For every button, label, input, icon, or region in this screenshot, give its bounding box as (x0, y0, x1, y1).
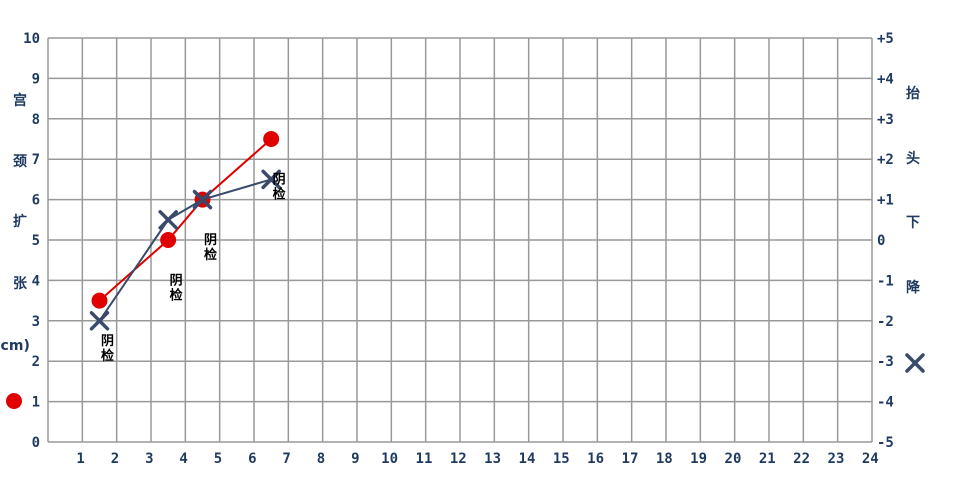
annotation-char: 检 (204, 247, 217, 263)
annotation-char: 检 (101, 348, 114, 364)
dilation-point (91, 292, 108, 309)
descent-point (192, 189, 213, 210)
y-right-tick-label: 0 (877, 233, 885, 249)
marker-stroke (192, 189, 213, 210)
x-tick-label: 6 (248, 451, 256, 467)
y-right-tick-label: +5 (877, 31, 894, 47)
legend-descent-marker (905, 353, 925, 373)
right-axis-ticks: -5 -4 -3 -2 -1 0 +1 +2 +3 +4 +5 (877, 31, 894, 451)
y-right-tick-label: +1 (877, 193, 894, 209)
left-axis-ticks: 0 1 2 3 4 5 6 7 8 9 10 (23, 31, 40, 451)
y-left-tick-label: 3 (32, 314, 40, 330)
y-right-tick-label: -5 (877, 435, 894, 451)
x-tick-label: 23 (828, 451, 845, 467)
x-tick-label: 13 (484, 451, 501, 467)
x-tick-label: 7 (282, 451, 290, 467)
grid (47, 37, 873, 443)
x-tick-label: 9 (351, 451, 359, 467)
x-tick-label: 20 (725, 451, 742, 467)
marker-stroke (158, 210, 178, 230)
descent-point (89, 311, 110, 331)
x-tick-label: 11 (416, 451, 433, 467)
dilation-point (160, 232, 177, 248)
legend-dilation-marker (6, 393, 22, 409)
annotation: 阴检 (170, 273, 183, 303)
x-tick-label: 15 (553, 451, 570, 467)
annotation-char: 阴 (273, 172, 286, 187)
y-left-tick-label: 9 (32, 71, 40, 87)
marker-stroke (89, 311, 110, 331)
right-axis-label-char: 降 (906, 279, 921, 296)
y-right-tick-label: -2 (877, 314, 894, 330)
x-tick-label: 16 (587, 451, 604, 467)
x-tick-label: 1 (76, 451, 84, 467)
annotation: 阴检 (273, 172, 286, 202)
y-left-tick-label: 7 (32, 152, 40, 168)
annotation-char: 阴 (204, 233, 217, 248)
y-left-tick-label: 10 (23, 31, 40, 47)
left-axis-label-char: 张 (13, 276, 28, 292)
y-left-tick-label: 8 (32, 112, 40, 128)
marker-stroke (261, 169, 281, 190)
y-left-tick-label: 0 (32, 435, 40, 451)
annotation-char: 检 (273, 186, 286, 202)
x-tick-label: 18 (656, 451, 673, 467)
descent-line (98, 178, 272, 322)
y-left-tick-label: 1 (32, 395, 40, 411)
y-right-tick-label: +3 (877, 112, 894, 128)
dilation-point (263, 131, 280, 147)
y-left-tick-label: 6 (32, 193, 40, 209)
x-tick-label: 12 (450, 451, 467, 467)
y-right-tick-label: +2 (877, 152, 894, 168)
x-tick-label: 19 (690, 451, 707, 467)
annotation-char: 检 (170, 287, 183, 303)
x-tick-label: 24 (862, 451, 879, 467)
x-tick-label: 22 (793, 451, 810, 467)
descent-point (158, 210, 178, 230)
series-layer (89, 131, 281, 331)
y-right-tick-label: -1 (877, 273, 894, 289)
annotation: 阴检 (204, 233, 217, 263)
y-right-tick-label: -4 (877, 395, 894, 411)
right-axis-label-char: 下 (906, 215, 920, 231)
right-axis-label-char: 头 (906, 150, 920, 167)
y-right-tick-label: +4 (877, 71, 894, 87)
annotation: 阴检 (101, 334, 114, 364)
x-tick-label: 10 (381, 451, 398, 467)
x-tick-label: 8 (317, 451, 325, 467)
x-tick-label: 3 (145, 451, 153, 467)
x-tick-label: 17 (622, 451, 639, 467)
annotation-char: 阴 (101, 334, 114, 349)
annotation-char: 阴 (170, 273, 183, 288)
x-tick-label: 4 (179, 451, 187, 467)
left-axis-label-char: 扩 (13, 213, 27, 230)
x-axis-ticks: 1 2 3 4 5 6 7 8 9 10 11 12 13 14 15 16 17 18 19 20 21 22 23 24 (76, 451, 878, 467)
y-left-tick-label: 4 (32, 273, 40, 289)
right-axis-label-char: 抬 (906, 85, 920, 102)
x-tick-label: 21 (759, 451, 776, 467)
y-right-tick-label: -3 (877, 354, 894, 370)
left-axis-label-char: 宫 (13, 92, 27, 109)
descent-point (261, 169, 281, 190)
x-tick-label: 14 (519, 451, 536, 467)
marker-stroke (905, 353, 925, 373)
y-left-tick-label: 2 (32, 354, 40, 370)
legend (6, 353, 925, 409)
x-tick-label: 5 (214, 451, 222, 467)
y-left-tick-label: 5 (32, 233, 40, 249)
left-axis-label-char: (cm) (0, 338, 30, 354)
left-axis-label-char: 颈 (12, 154, 27, 170)
x-tick-label: 2 (111, 451, 119, 467)
